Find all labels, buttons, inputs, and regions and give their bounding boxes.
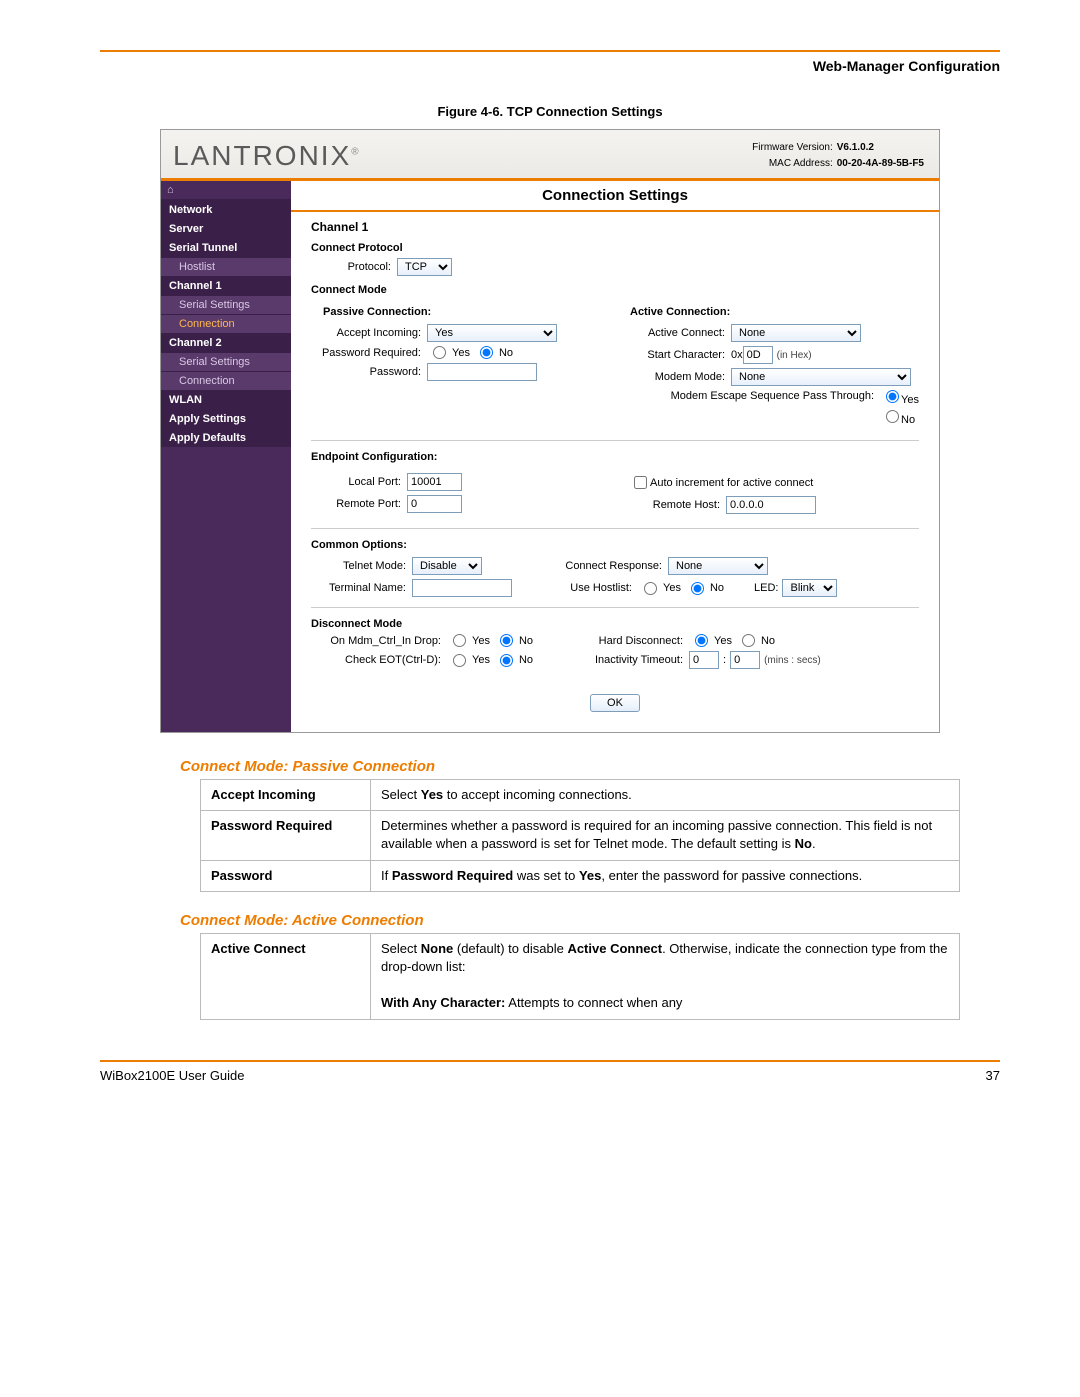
protocol-label: Protocol: xyxy=(331,261,391,273)
terminal-label: Terminal Name: xyxy=(311,582,406,594)
mdm-drop-yes[interactable] xyxy=(453,634,466,647)
accept-incoming-label: Accept Incoming: xyxy=(311,327,421,339)
modem-mode-label: Modem Mode: xyxy=(630,371,725,383)
mdm-escape-label: Modem Escape Sequence Pass Through: xyxy=(630,390,874,402)
nav-apply-defaults[interactable]: Apply Defaults xyxy=(161,428,291,447)
pw-req-yes[interactable] xyxy=(433,346,446,359)
sidebar: ⌂ NetworkServerSerial TunnelHostlistChan… xyxy=(161,181,291,732)
inactivity-sec-input[interactable] xyxy=(730,651,760,669)
connect-mode-title: Connect Mode xyxy=(311,284,919,296)
mdm-drop-no[interactable] xyxy=(500,634,513,647)
ok-button[interactable]: OK xyxy=(590,694,640,712)
hostlist-yes[interactable] xyxy=(644,582,657,595)
remote-host-input[interactable] xyxy=(726,496,816,514)
conn-resp-select[interactable]: None xyxy=(668,557,768,575)
password-label: Password: xyxy=(311,366,421,378)
start-char-input[interactable] xyxy=(743,346,773,364)
main-title: Connection Settings xyxy=(291,181,939,210)
screenshot-frame: LANTRONIX® Firmware Version:V6.1.0.2 MAC… xyxy=(160,129,940,733)
desc-value: Select Yes to accept incoming connection… xyxy=(371,780,960,811)
password-required-label: Password Required: xyxy=(311,347,421,359)
desc-key: Password xyxy=(201,860,371,891)
accept-incoming-select[interactable]: Yes xyxy=(427,324,557,342)
footer-right: 37 xyxy=(986,1068,1000,1083)
eot-no[interactable] xyxy=(500,654,513,667)
desc-key: Accept Incoming xyxy=(201,780,371,811)
nav-serial-tunnel[interactable]: Serial Tunnel xyxy=(161,238,291,257)
logo: LANTRONIX® xyxy=(173,140,361,172)
hard-disc-label: Hard Disconnect: xyxy=(573,635,683,647)
use-hostlist-label: Use Hostlist: xyxy=(542,582,632,594)
password-input[interactable] xyxy=(427,363,537,381)
home-icon[interactable]: ⌂ xyxy=(161,181,291,200)
page-header: Web-Manager Configuration xyxy=(100,58,1000,74)
local-port-input[interactable] xyxy=(407,473,462,491)
inactivity-min-input[interactable] xyxy=(689,651,719,669)
nav-hostlist[interactable]: Hostlist xyxy=(161,257,291,276)
led-label: LED: xyxy=(754,582,778,594)
nav-wlan[interactable]: WLAN xyxy=(161,390,291,409)
nav-server[interactable]: Server xyxy=(161,219,291,238)
nav-serial-settings[interactable]: Serial Settings xyxy=(161,352,291,371)
nav-connection[interactable]: Connection xyxy=(161,314,291,333)
active-connect-label: Active Connect: xyxy=(630,327,725,339)
inactivity-label: Inactivity Timeout: xyxy=(573,654,683,666)
mdm-esc-no[interactable] xyxy=(886,410,899,423)
desc1-table: Accept IncomingSelect Yes to accept inco… xyxy=(200,779,960,892)
eot-yes[interactable] xyxy=(453,654,466,667)
conn-resp-label: Connect Response: xyxy=(542,560,662,572)
channel-title: Channel 1 xyxy=(311,220,919,234)
auto-incr-checkbox[interactable] xyxy=(634,476,647,489)
led-select[interactable]: Blink xyxy=(782,579,837,597)
mdm-esc-yes[interactable] xyxy=(886,390,899,403)
desc2-heading: Connect Mode: Active Connection xyxy=(180,912,1000,929)
start-char-label: Start Character: xyxy=(630,349,725,361)
figure-caption: Figure 4-6. TCP Connection Settings xyxy=(100,104,1000,119)
desc2-table: Active ConnectSelect None (default) to d… xyxy=(200,933,960,1020)
passive-title: Passive Connection: xyxy=(323,306,600,318)
nav-channel-2[interactable]: Channel 2 xyxy=(161,333,291,352)
local-port-label: Local Port: xyxy=(311,476,401,488)
active-connect-select[interactable]: None xyxy=(731,324,861,342)
nav-network[interactable]: Network xyxy=(161,200,291,219)
pw-req-no[interactable] xyxy=(480,346,493,359)
disconnect-title: Disconnect Mode xyxy=(311,618,919,630)
protocol-select[interactable]: TCP xyxy=(397,258,452,276)
modem-mode-select[interactable]: None xyxy=(731,368,911,386)
nav-channel-1[interactable]: Channel 1 xyxy=(161,276,291,295)
remote-port-input[interactable] xyxy=(407,495,462,513)
nav-serial-settings[interactable]: Serial Settings xyxy=(161,295,291,314)
endpoint-title: Endpoint Configuration: xyxy=(311,451,919,463)
connect-protocol-title: Connect Protocol xyxy=(311,242,919,254)
hostlist-no[interactable] xyxy=(691,582,704,595)
firmware-info: Firmware Version:V6.1.0.2 MAC Address:00… xyxy=(733,140,924,172)
desc1-heading: Connect Mode: Passive Connection xyxy=(180,758,1000,775)
mdm-drop-label: On Mdm_Ctrl_In Drop: xyxy=(311,635,441,647)
desc-key: Active Connect xyxy=(201,933,371,1019)
desc-value: If Password Required was set to Yes, ent… xyxy=(371,860,960,891)
telnet-select[interactable]: Disable xyxy=(412,557,482,575)
nav-connection[interactable]: Connection xyxy=(161,371,291,390)
hard-disc-yes[interactable] xyxy=(695,634,708,647)
nav-apply-settings[interactable]: Apply Settings xyxy=(161,409,291,428)
footer-left: WiBox2100E User Guide xyxy=(100,1068,245,1083)
common-title: Common Options: xyxy=(311,539,919,551)
remote-port-label: Remote Port: xyxy=(311,498,401,510)
desc-value: Determines whether a password is require… xyxy=(371,811,960,860)
desc-key: Password Required xyxy=(201,811,371,860)
remote-host-label: Remote Host: xyxy=(630,499,720,511)
desc-value: Select None (default) to disable Active … xyxy=(371,933,960,1019)
terminal-input[interactable] xyxy=(412,579,512,597)
hard-disc-no[interactable] xyxy=(742,634,755,647)
active-title: Active Connection: xyxy=(630,306,919,318)
telnet-label: Telnet Mode: xyxy=(311,560,406,572)
check-eot-label: Check EOT(Ctrl-D): xyxy=(311,654,441,666)
